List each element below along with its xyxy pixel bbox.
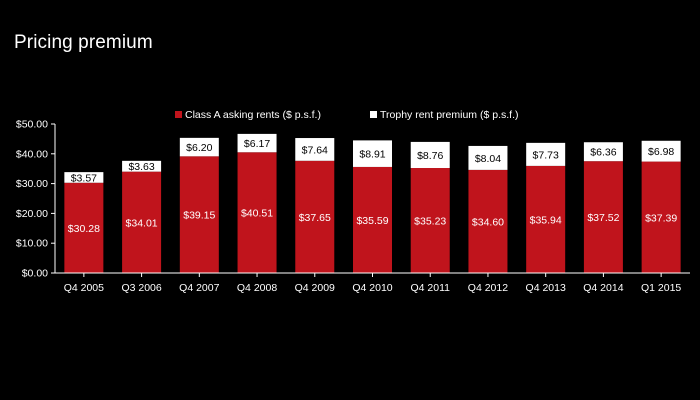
bar-class-a [410,168,450,273]
y-tick-label: $30.00 [16,178,48,190]
data-label-class-a: $37.52 [587,212,619,224]
bar-class-a [64,182,104,273]
legend-entry: Trophy rent premium ($ p.s.f.) [380,109,518,121]
data-label-class-a: $34.01 [126,217,158,229]
data-label-trophy-premium: $6.98 [648,146,674,158]
y-tick-label: $10.00 [16,238,48,250]
x-tick-label: Q4 2011 [410,282,450,294]
bar-trophy-premium [122,160,162,172]
data-label-trophy-premium: $8.91 [359,149,385,161]
data-label-class-a: $37.39 [645,212,677,224]
y-tick-label: $50.00 [16,119,48,131]
bar-trophy-premium [295,138,335,161]
x-tick-label: Q4 2005 [64,282,104,294]
bar-class-a [295,160,335,273]
x-tick-label: Q3 2006 [121,282,161,294]
legend-swatch [175,111,182,118]
bar-trophy-premium [410,141,450,169]
x-tick-label: Q1 2015 [641,282,681,294]
bar-class-a [122,171,162,273]
data-label-trophy-premium: $6.17 [244,138,270,150]
data-label-trophy-premium: $6.20 [186,142,212,154]
bar-class-a [641,161,681,273]
x-tick-label: Q4 2009 [295,282,335,294]
data-label-trophy-premium: $3.63 [128,161,154,173]
data-label-class-a: $39.15 [183,210,215,222]
page-title: Pricing premium [14,32,153,53]
data-label-class-a: $37.65 [299,212,331,224]
x-tick-label: Q4 2010 [352,282,392,294]
data-label-trophy-premium: $8.04 [475,153,501,165]
x-tick-label: Q4 2014 [583,282,623,294]
x-tick-label: Q4 2007 [179,282,219,294]
y-tick-label: $0.00 [22,268,48,280]
bar-class-a [526,165,566,273]
data-label-trophy-premium: $7.73 [533,149,559,161]
bar-trophy-premium [353,140,392,167]
x-tick-label: Q4 2012 [468,282,508,294]
bar-trophy-premium [237,133,277,153]
x-tick-label: Q4 2008 [237,282,277,294]
y-tick-label: $20.00 [16,208,48,220]
data-label-trophy-premium: $3.57 [71,172,97,184]
data-label-class-a: $40.51 [241,208,273,220]
bar-trophy-premium [583,142,623,162]
bar-trophy-premium [64,172,104,183]
data-label-class-a: $35.94 [530,214,562,226]
data-label-class-a: $34.60 [472,216,504,228]
bars: $30.28 $3.57 $34.01 $3.63 $39.15 $6.20 $40.51 $… [64,133,681,273]
data-label-trophy-premium: $8.76 [417,150,443,162]
data-label-class-a: $35.23 [414,216,446,228]
bar-class-a [179,156,219,273]
bar-class-a [353,166,392,273]
data-label-class-a: $35.59 [356,215,388,227]
legend-entry: Class A asking rents ($ p.s.f.) [185,109,321,121]
bar-trophy-premium [179,137,219,157]
x-axis: Q4 2005 Q3 2006 Q4 2007 Q4 2008 Q4 2009 Q4 20… [55,272,690,294]
bar-class-a [237,152,277,273]
legend: Class A asking rents ($ p.s.f.) Trophy re… [175,109,518,121]
bar-trophy-premium [526,142,566,166]
bar-class-a [468,169,508,273]
y-tick-label: $40.00 [16,148,48,160]
bar-class-a [583,161,623,273]
x-tick-label: Q4 2013 [526,282,566,294]
legend-swatch [370,111,377,118]
bar-trophy-premium [641,140,681,162]
data-label-class-a: $30.28 [68,223,100,235]
data-label-trophy-premium: $7.64 [302,144,328,156]
y-axis: $0.00 $10.00 $20.00 $30.00 $40.00 $50.00 [16,119,56,280]
data-label-trophy-premium: $6.36 [590,147,616,159]
bar-trophy-premium [468,145,508,170]
